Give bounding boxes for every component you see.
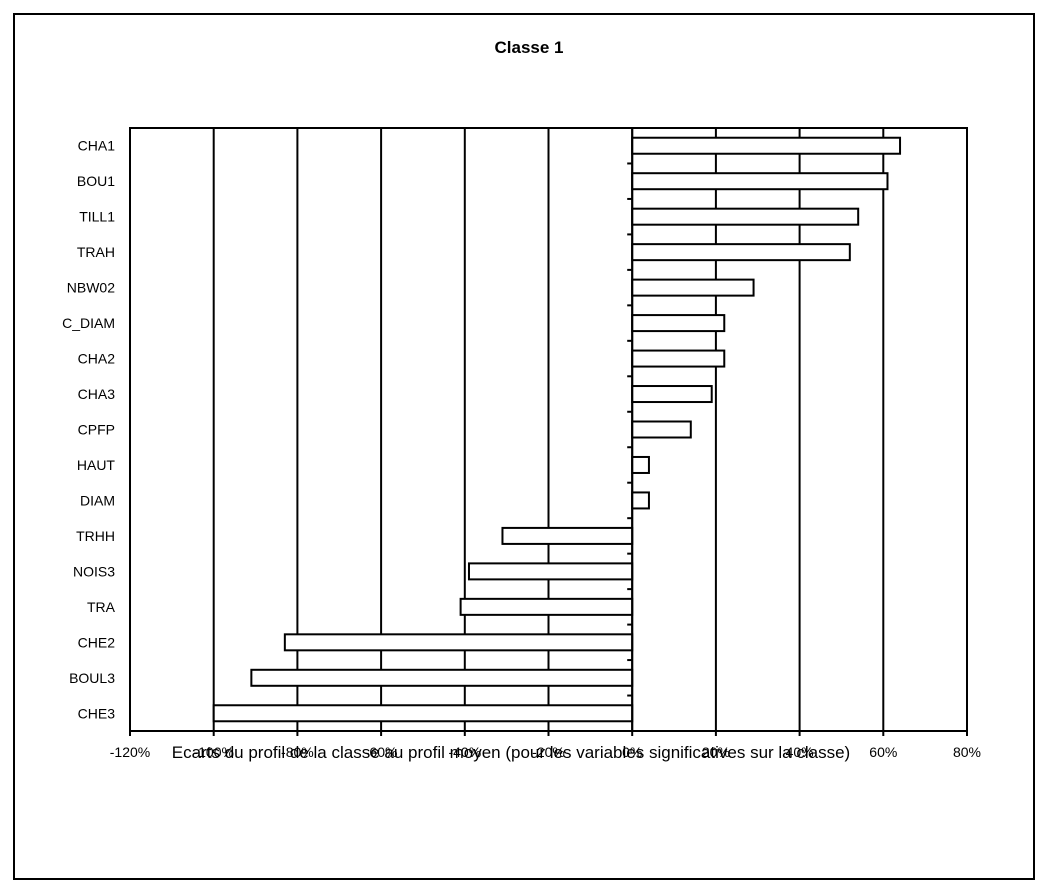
category-label: BOU1 bbox=[77, 173, 115, 189]
category-label: TRHH bbox=[76, 528, 115, 544]
bar bbox=[631, 172, 889, 191]
category-labels: CHA1 BOU1 TILL1 TRAH NBW02 C_DIAM CHA2 CHA3 CPFP… bbox=[62, 138, 116, 722]
category-label: C_DIAM bbox=[62, 315, 115, 331]
category-label: CHE3 bbox=[78, 705, 116, 721]
tick-label: -100% bbox=[193, 744, 233, 760]
tick-label: -20% bbox=[532, 744, 565, 760]
tick-label: -40% bbox=[448, 744, 481, 760]
tick-label: 0% bbox=[622, 744, 642, 760]
tick-label: 20% bbox=[702, 744, 730, 760]
bars bbox=[212, 136, 902, 723]
category-label: DIAM bbox=[80, 492, 115, 508]
bar bbox=[631, 243, 851, 262]
bar bbox=[631, 136, 902, 155]
category-label: CHE2 bbox=[78, 634, 116, 650]
bar bbox=[631, 207, 860, 226]
chart-title: Classe 1 bbox=[495, 38, 564, 57]
category-label: CHA2 bbox=[78, 351, 116, 367]
tick-label: 40% bbox=[786, 744, 814, 760]
bar bbox=[283, 633, 634, 652]
bar bbox=[631, 349, 726, 368]
category-label: TRAH bbox=[77, 244, 115, 260]
tick-label: -60% bbox=[365, 744, 398, 760]
bar bbox=[459, 597, 634, 616]
chart-frame: Classe 1 CHA1 BOU1 TILL1 TRAH NBW02 C_DIAM CHA… bbox=[13, 13, 1035, 880]
tick-label: 80% bbox=[953, 744, 981, 760]
bar bbox=[631, 385, 713, 404]
bar bbox=[212, 704, 634, 723]
bar bbox=[467, 562, 634, 581]
category-label: NBW02 bbox=[67, 280, 115, 296]
category-label: CHA3 bbox=[78, 386, 116, 402]
bar bbox=[631, 278, 755, 297]
category-label: BOUL3 bbox=[69, 670, 115, 686]
bar bbox=[631, 420, 692, 439]
tick-label: 60% bbox=[869, 744, 897, 760]
tick-label: -80% bbox=[281, 744, 314, 760]
category-label: CPFP bbox=[78, 422, 115, 438]
tick-label: -120% bbox=[110, 744, 150, 760]
bar bbox=[631, 455, 650, 474]
bar bbox=[250, 668, 634, 687]
category-label: TILL1 bbox=[79, 209, 115, 225]
tick-labels: -120% -100% -80% -60% -40% -20% 0% 20% 40% 60% 80% bbox=[110, 744, 981, 760]
chart-caption: Ecarts du profil de la classe au profil … bbox=[172, 743, 850, 762]
bar-chart: Classe 1 CHA1BOU1TILL1TRAHNBW02C_DIAMCHA… bbox=[62, 38, 981, 762]
bar bbox=[501, 526, 634, 545]
axes bbox=[129, 127, 968, 736]
category-label: NOIS3 bbox=[73, 563, 115, 579]
category-label: HAUT bbox=[77, 457, 116, 473]
category-label: TRA bbox=[87, 599, 116, 615]
bar bbox=[631, 491, 650, 510]
bar bbox=[631, 314, 726, 333]
category-label: CHA1 bbox=[78, 138, 116, 154]
